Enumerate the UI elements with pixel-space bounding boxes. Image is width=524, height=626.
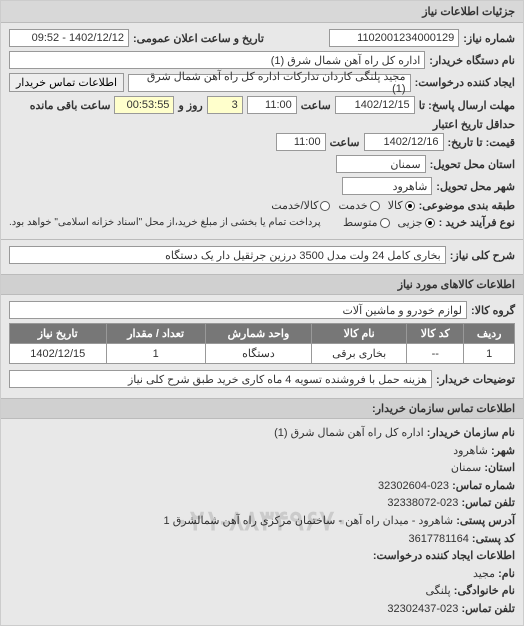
budget-service-label: خدمت [338, 199, 367, 212]
table-cell: 1402/12/15 [10, 344, 107, 364]
details-panel: جزئیات اطلاعات نیاز شماره نیاز: 11020012… [0, 0, 524, 626]
buyer-dept-value: اداره کل راه آهن شمال شرق (1) [9, 51, 425, 69]
goods-section: گروه کالا: لوازم خودرو و ماشین آلات ردیف… [1, 295, 523, 398]
group-label: گروه کالا: [471, 304, 515, 317]
c-city-label: شهر: [491, 445, 515, 457]
budget-goods-label: کالا [388, 199, 403, 212]
table-header: ردیف [464, 324, 515, 344]
table-row: 1--بخاری برقیدستگاه11402/12/15 [10, 344, 515, 364]
table-cell: 1 [464, 344, 515, 364]
city-value: شاهرود [342, 177, 432, 195]
c-city: شاهرود [453, 445, 488, 457]
buyer-note-value: هزینه حمل با فروشنده تسویه 4 ماه کاری خر… [9, 370, 432, 388]
c-prov-label: استان: [484, 462, 515, 474]
table-cell: دستگاه [205, 344, 311, 364]
goods-header: اطلاعات کالاهای مورد نیاز [1, 274, 523, 295]
c-addr: شاهرود - میدان راه آهن - ساختمان مرکزی ر… [164, 515, 454, 527]
process-medium-radio[interactable]: متوسط [343, 216, 390, 229]
validity-label: حداقل تاریخ اعتبار [435, 118, 515, 131]
c-phone-label: شماره تماس: [452, 480, 515, 492]
deadline-send-label: مهلت ارسال پاسخ: تا [419, 99, 515, 112]
radio-checked-icon [425, 218, 435, 228]
budget-both-radio[interactable]: کالا/خدمت [271, 199, 330, 212]
announce-value: 1402/12/12 - 09:52 [9, 29, 129, 47]
c-addr-label: آدرس پستی: [456, 515, 515, 527]
subject-value: بخاری کامل 24 ولت مدل 3500 درزین جرثقیل … [9, 246, 446, 264]
contact-info: ۰۲۱-۸۸۳۴۹۶۷۰ نام سازمان خریدار: اداره کل… [1, 419, 523, 625]
creator-info-header: اطلاعات ایجاد کننده درخواست: [373, 550, 515, 562]
process-partial-label: جزیی [398, 216, 423, 229]
time-label-2: ساعت [330, 136, 360, 149]
process-radio-group: جزیی متوسط [343, 216, 435, 229]
time-left: 00:53:55 [114, 96, 174, 114]
time-label-1: ساعت [301, 99, 331, 112]
c-name: مجید [473, 568, 495, 580]
contact-header: اطلاعات تماس سازمان خریدار: [1, 398, 523, 419]
time-left-label: ساعت باقی مانده [30, 99, 111, 112]
price-label: قیمت: تا تاریخ: [448, 136, 515, 149]
c-fam-label: نام خانوادگی: [454, 585, 515, 597]
announce-label: تاریخ و ساعت اعلان عمومی: [133, 32, 264, 45]
subject-section: شرح کلی نیاز: بخاری کامل 24 ولت مدل 3500… [1, 239, 523, 274]
c-name-label: نام: [498, 568, 515, 580]
c-phone: 023-32302604 [378, 480, 449, 492]
c-prov: سمنان [451, 462, 481, 474]
days-left: 3 [207, 96, 243, 114]
process-note: پرداخت تمام یا بخشی از مبلغ خرید،از محل … [9, 217, 321, 228]
radio-icon [370, 201, 380, 211]
radio-checked-icon [405, 201, 415, 211]
budget-both-label: کالا/خدمت [271, 199, 318, 212]
items-table: ردیفکد کالانام کالاواحد شمارشتعداد / مقد… [9, 323, 515, 364]
c-post: 3617781164 [408, 533, 468, 545]
org-value: اداره کل راه آهن شمال شرق (1) [274, 427, 424, 439]
province-value: سمنان [336, 155, 426, 173]
table-header: تاریخ نیاز [10, 324, 107, 344]
process-label: نوع فرآیند خرید : [439, 216, 515, 229]
validity-date: 1402/12/16 [364, 133, 444, 151]
validity-time: 11:00 [276, 133, 326, 151]
city-label: شهر محل تحویل: [436, 180, 515, 193]
c-fax: 023-32338072 [387, 497, 458, 509]
table-header: کد کالا [407, 324, 464, 344]
process-medium-label: متوسط [343, 216, 378, 229]
table-header: تعداد / مقدار [106, 324, 205, 344]
c-fax-label: تلفن تماس: [461, 497, 515, 509]
panel-title: جزئیات اطلاعات نیاز [1, 1, 523, 23]
process-partial-radio[interactable]: جزیی [398, 216, 435, 229]
budget-service-radio[interactable]: خدمت [338, 199, 379, 212]
budget-label: طبقه بندی موضوعی: [419, 199, 515, 212]
creator-value: مجید پلنگی کاردان تدارکات اداره کل راه آ… [128, 74, 411, 92]
c-post-label: کد پستی: [472, 533, 515, 545]
budget-goods-radio[interactable]: کالا [388, 199, 415, 212]
header-section: شماره نیاز: 1102001234000129 تاریخ و ساع… [1, 23, 523, 239]
budget-radio-group: کالا خدمت کالا/خدمت [271, 199, 414, 212]
table-header: واحد شمارش [205, 324, 311, 344]
buyer-note-label: توضیحات خریدار: [436, 373, 515, 386]
table-cell: -- [407, 344, 464, 364]
deadline-send-time: 11:00 [247, 96, 297, 114]
c-fam: پلنگی [425, 585, 450, 597]
c-tel-label: تلفن تماس: [461, 603, 515, 615]
buyer-dept-label: نام دستگاه خریدار: [429, 54, 515, 67]
contact-button[interactable]: اطلاعات تماس خریدار [9, 73, 124, 92]
subject-label: شرح کلی نیاز: [450, 249, 515, 262]
table-cell: 1 [106, 344, 205, 364]
table-cell: بخاری برقی [312, 344, 407, 364]
radio-icon [380, 218, 390, 228]
c-tel: 023-32302437 [387, 603, 458, 615]
province-label: استان محل تحویل: [430, 158, 515, 171]
day-label: روز و [178, 99, 202, 112]
request-no-value: 1102001234000129 [329, 29, 459, 47]
radio-icon [320, 201, 330, 211]
org-label: نام سازمان خریدار: [427, 427, 515, 439]
request-no-label: شماره نیاز: [463, 32, 515, 45]
creator-label: ایجاد کننده درخواست: [415, 76, 515, 89]
deadline-send-date: 1402/12/15 [335, 96, 415, 114]
group-value: لوازم خودرو و ماشین آلات [9, 301, 467, 319]
table-header: نام کالا [312, 324, 407, 344]
